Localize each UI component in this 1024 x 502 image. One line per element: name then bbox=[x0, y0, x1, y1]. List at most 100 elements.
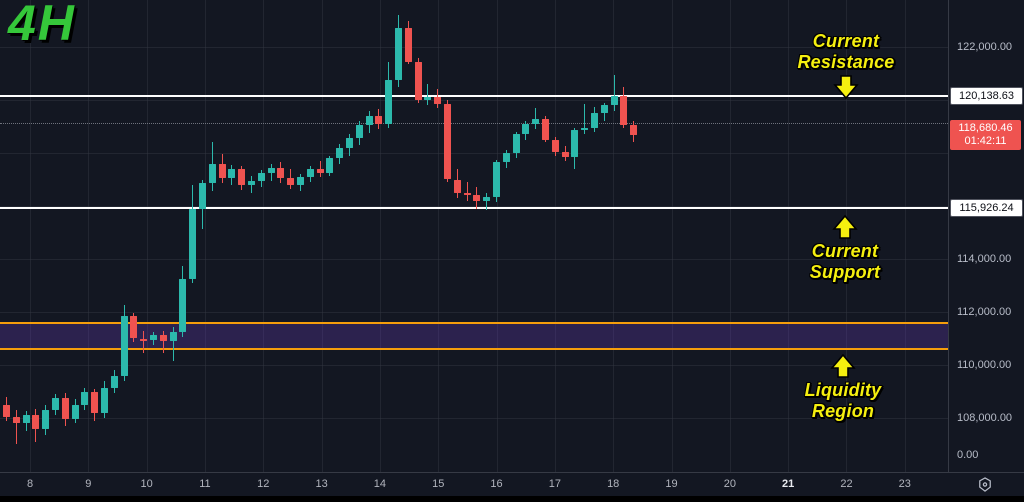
candle-up[interactable] bbox=[502, 153, 510, 163]
candle-down[interactable] bbox=[473, 195, 481, 201]
grid-line-vertical bbox=[438, 0, 440, 472]
candle-down[interactable] bbox=[444, 103, 451, 180]
candle-up[interactable] bbox=[169, 331, 177, 342]
candle-up[interactable] bbox=[336, 147, 344, 159]
time-label[interactable]: 23 bbox=[898, 478, 911, 490]
candle-down[interactable] bbox=[434, 97, 442, 104]
candle-up[interactable] bbox=[150, 334, 157, 340]
candle-down[interactable] bbox=[12, 416, 20, 424]
time-label[interactable]: 19 bbox=[665, 478, 678, 490]
candle-up[interactable] bbox=[297, 176, 304, 185]
candle-up[interactable] bbox=[571, 130, 579, 157]
time-label[interactable]: 11 bbox=[199, 478, 211, 490]
bar-countdown: 01:42:11 bbox=[964, 134, 1007, 147]
candle-up[interactable] bbox=[591, 113, 598, 128]
candle-down[interactable] bbox=[3, 404, 10, 417]
candle-down[interactable] bbox=[140, 338, 148, 341]
candle-up[interactable] bbox=[71, 404, 79, 420]
candle-up[interactable] bbox=[483, 196, 491, 201]
candle-down[interactable] bbox=[218, 163, 226, 179]
candle-up[interactable] bbox=[306, 168, 314, 177]
candle-down[interactable] bbox=[620, 96, 628, 126]
candle-wick bbox=[535, 107, 537, 130]
grid-line-horizontal bbox=[0, 153, 948, 154]
grid-line-horizontal bbox=[0, 418, 948, 419]
candle-up[interactable] bbox=[257, 172, 265, 181]
grid-line-horizontal bbox=[0, 312, 948, 313]
candle-up[interactable] bbox=[22, 415, 30, 424]
candle-up[interactable] bbox=[208, 163, 216, 184]
candle-up[interactable] bbox=[199, 183, 206, 209]
candle-up[interactable] bbox=[228, 168, 236, 179]
candle-down[interactable] bbox=[277, 167, 285, 179]
grid-line-horizontal bbox=[0, 259, 948, 260]
candle-up[interactable] bbox=[424, 97, 432, 100]
time-label[interactable]: 18 bbox=[607, 478, 620, 490]
time-label[interactable]: 17 bbox=[548, 478, 561, 490]
time-label[interactable]: 15 bbox=[432, 478, 445, 490]
candle-up[interactable] bbox=[493, 162, 500, 197]
candle-up[interactable] bbox=[581, 127, 589, 131]
time-label[interactable]: 9 bbox=[85, 478, 92, 490]
candle-up[interactable] bbox=[42, 410, 50, 429]
grid-line-vertical bbox=[671, 0, 673, 472]
candle-down[interactable] bbox=[130, 315, 138, 339]
candle-up[interactable] bbox=[120, 315, 128, 376]
candle-down[interactable] bbox=[630, 125, 638, 135]
candle-down[interactable] bbox=[159, 334, 167, 342]
price-axis[interactable]: 122,000.00 114,000.00 112,000.00 110,000.00… bbox=[948, 0, 1024, 472]
up-arrow-icon bbox=[830, 354, 856, 378]
candle-down[interactable] bbox=[542, 118, 549, 140]
candle-up[interactable] bbox=[355, 125, 363, 139]
time-label[interactable]: 22 bbox=[840, 478, 853, 490]
candle-down[interactable] bbox=[375, 115, 383, 124]
time-label[interactable]: 12 bbox=[257, 478, 270, 490]
candle-up[interactable] bbox=[326, 158, 334, 173]
candle-down[interactable] bbox=[414, 61, 422, 100]
time-label[interactable]: 13 bbox=[315, 478, 328, 490]
candle-down[interactable] bbox=[404, 28, 412, 62]
gear-icon[interactable] bbox=[976, 476, 994, 494]
candle-down[interactable] bbox=[238, 168, 246, 185]
candle-up[interactable] bbox=[267, 167, 275, 173]
candle-up[interactable] bbox=[248, 180, 255, 185]
candle-up[interactable] bbox=[600, 105, 608, 114]
candle-down[interactable] bbox=[32, 415, 40, 429]
candle-up[interactable] bbox=[522, 123, 530, 135]
candlestick-chart[interactable]: 4H Current Resistance Current Support Li… bbox=[0, 0, 948, 472]
candle-up[interactable] bbox=[610, 96, 618, 106]
support-annotation: Current Support bbox=[745, 213, 945, 283]
candle-up[interactable] bbox=[365, 115, 373, 126]
candle-up[interactable] bbox=[101, 387, 108, 413]
candle-down[interactable] bbox=[287, 178, 295, 185]
time-label[interactable]: 20 bbox=[723, 478, 736, 490]
candle-down[interactable] bbox=[463, 192, 471, 196]
candle-up[interactable] bbox=[189, 208, 197, 279]
candle-down[interactable] bbox=[316, 168, 324, 173]
candle-down[interactable] bbox=[551, 139, 559, 152]
candle-down[interactable] bbox=[561, 151, 569, 157]
grid-line-vertical bbox=[904, 0, 906, 472]
candle-up[interactable] bbox=[395, 28, 402, 81]
time-label[interactable]: 16 bbox=[490, 478, 503, 490]
candle-up[interactable] bbox=[110, 375, 118, 388]
price-tick-label: 110,000.00 bbox=[957, 359, 1012, 371]
candle-down[interactable] bbox=[91, 391, 99, 413]
grid-line-vertical bbox=[263, 0, 265, 472]
time-label[interactable]: 21 bbox=[782, 478, 795, 490]
candle-down[interactable] bbox=[61, 398, 69, 420]
time-axis[interactable]: 8 9 10 11 12 13 14 15 16 17 18 19 20 21 22 23 bbox=[0, 472, 1024, 497]
candle-up[interactable] bbox=[532, 118, 540, 124]
time-label[interactable]: 10 bbox=[140, 478, 153, 490]
candle-up[interactable] bbox=[385, 80, 393, 124]
candle-up[interactable] bbox=[179, 278, 187, 332]
candle-up[interactable] bbox=[81, 391, 89, 405]
candle-up[interactable] bbox=[346, 138, 353, 148]
down-arrow-icon bbox=[833, 75, 859, 99]
grid-line-horizontal bbox=[0, 206, 948, 207]
candle-up[interactable] bbox=[52, 398, 59, 411]
time-label[interactable]: 14 bbox=[373, 478, 387, 490]
time-label[interactable]: 8 bbox=[26, 478, 34, 490]
candle-down[interactable] bbox=[453, 179, 461, 193]
candle-up[interactable] bbox=[512, 134, 520, 153]
